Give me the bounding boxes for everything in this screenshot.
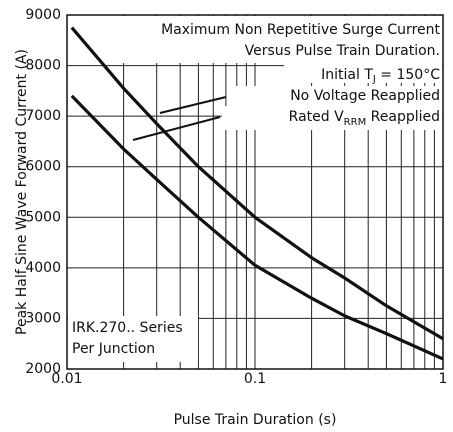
legend-text: Reapplied (366, 109, 440, 125)
x-tick-label: 0.1 (244, 371, 266, 387)
y-tick-label: 8000 (25, 58, 61, 74)
title-line: Versus Pulse Train Duration. (245, 43, 440, 59)
legend-box (222, 106, 442, 130)
condition-text: = 150°C (376, 67, 440, 83)
title-box (116, 16, 442, 63)
condition-text: Initial T (321, 67, 373, 83)
leader-line (159, 96, 227, 114)
y-tick-label: 6000 (25, 159, 61, 175)
y-tick-label: 4000 (25, 260, 61, 276)
y-tick-label: 3000 (25, 310, 61, 326)
title-line: Maximum Non Repetitive Surge Current (161, 22, 440, 38)
note-line: IRK.270.. Series (72, 320, 183, 336)
legend-sub: RRM (344, 117, 367, 128)
legend-label: No Voltage Reapplied (290, 88, 440, 104)
y-tick-label: 5000 (25, 209, 61, 225)
note-box (68, 316, 198, 362)
y-tick-label: 2000 (25, 361, 61, 377)
y-axis-label: Peak Half Sine Wave Forward Current (A) (14, 49, 30, 335)
x-axis-label: Pulse Train Duration (s) (174, 412, 337, 428)
leader-line (132, 116, 221, 141)
y-tick-label: 7000 (25, 108, 61, 124)
plot-frame (66, 14, 444, 370)
x-tick-label: 1 (439, 371, 448, 387)
legend-box (230, 86, 442, 106)
x-tick-label: 0.01 (51, 371, 82, 387)
series-line (70, 26, 444, 341)
legend-text: Rated V (289, 109, 344, 125)
note-line: Per Junction (72, 341, 155, 357)
y-tick-label: 9000 (25, 7, 61, 23)
condition-sub: J (372, 74, 376, 85)
condition: Initial TJ = 150°C (321, 67, 440, 85)
series-line (70, 94, 444, 361)
legend-label: Rated VRRM Reapplied (289, 109, 440, 128)
condition-box (284, 63, 442, 83)
